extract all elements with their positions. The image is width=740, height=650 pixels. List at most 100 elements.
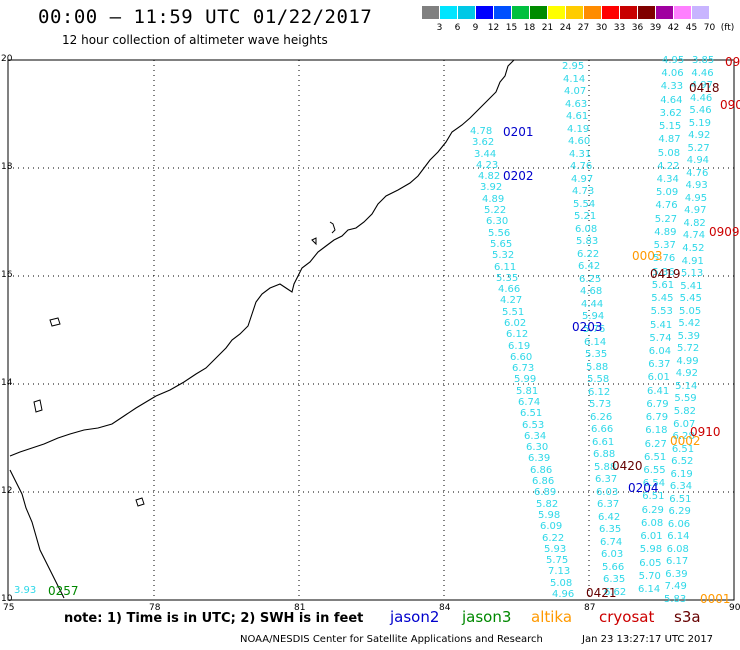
scale-label: 45 xyxy=(685,23,698,33)
track-c-value: 4.87 xyxy=(658,134,681,146)
orbit-label: 0202 xyxy=(503,169,534,183)
track-b-value: 5.99 xyxy=(514,374,537,386)
track-a-value: 4.73 xyxy=(572,186,595,198)
track-b-value: 6.86 xyxy=(532,476,555,488)
track-d-value: 7.49 xyxy=(664,581,687,593)
orbit-label: 0203 xyxy=(572,320,603,334)
legend-altika: altika xyxy=(531,608,573,626)
track-c-value: 5.76 xyxy=(653,253,676,265)
track-b-value: 6.34 xyxy=(524,430,547,442)
orbit-label: 0908 xyxy=(720,98,740,112)
track-d-value: 5.83 xyxy=(664,594,687,605)
timestamp: Jan 23 13:27:17 UTC 2017 xyxy=(582,634,714,645)
scale-swatch xyxy=(674,6,691,19)
map-title: 00:00 – 11:59 UTC 01/22/2017 xyxy=(38,6,373,28)
latitude-label: 10 xyxy=(1,594,13,604)
track-a-value: 6.66 xyxy=(591,424,614,436)
track-d-value: 5.72 xyxy=(677,343,700,355)
track-a-value: 5.21 xyxy=(574,211,597,223)
latitude-label: 18 xyxy=(1,162,13,172)
track-d-value: 6.39 xyxy=(665,568,688,580)
track-a-value: 6.74 xyxy=(600,536,623,548)
track-c-value: 3.62 xyxy=(659,107,682,119)
track-b-value: 5.75 xyxy=(546,555,569,567)
legend-jason3: jason3 xyxy=(462,608,512,626)
scale-swatch xyxy=(584,6,601,19)
scale-swatch xyxy=(566,6,583,19)
track-d-value: 6.19 xyxy=(670,468,693,480)
track-d-value: 5.05 xyxy=(678,305,702,317)
orbit-label: 0418 xyxy=(689,81,720,95)
track-c-value: 6.27 xyxy=(644,438,667,450)
scale-label: (ft) xyxy=(720,23,735,33)
track-a-value: 6.42 xyxy=(578,261,601,273)
scale-label: 18 xyxy=(523,23,536,33)
track-b-value: 6.12 xyxy=(506,329,529,341)
track-b-value: 6.51 xyxy=(520,408,543,420)
track-a-value: 2.95 xyxy=(562,61,585,72)
scale-label: 3 xyxy=(436,23,443,33)
track-a-value: 4.63 xyxy=(565,98,588,110)
track-b-value: 6.73 xyxy=(512,363,535,375)
scale-swatch xyxy=(530,6,547,19)
track-c-value: 6.79 xyxy=(645,412,669,424)
track-b-value: 6.60 xyxy=(510,351,533,363)
track-a-value: 5.73 xyxy=(589,399,612,411)
track-d-value: 4.46 xyxy=(691,67,714,79)
scale-swatch xyxy=(440,6,457,19)
track-a-value: 5.94 xyxy=(582,311,605,323)
track-b-value: 6.19 xyxy=(508,340,531,352)
island-south xyxy=(135,497,145,507)
track-c-value: 5.09 xyxy=(656,187,679,199)
track-a-value: 4.14 xyxy=(563,73,586,85)
track-a-value: 6.35 xyxy=(599,524,622,536)
orbit-label: 0001 xyxy=(700,592,731,606)
track-c-value: 4.89 xyxy=(654,226,677,238)
track-c-value: 4.33 xyxy=(660,81,684,93)
track-a-value: 6.26 xyxy=(590,411,613,423)
scale-label: 21 xyxy=(541,23,554,33)
track-c-value: 6.54 xyxy=(642,478,666,490)
track-b-value: 4.82 xyxy=(478,171,501,183)
track-c-value: 4.95 xyxy=(662,55,685,66)
track-c-value: 4.76 xyxy=(655,200,678,212)
track-d-value: 5.82 xyxy=(673,405,697,417)
track-c-value: 6.08 xyxy=(641,517,664,529)
track-a-value: 4.07 xyxy=(564,86,587,98)
orbit-label: 0204 xyxy=(628,481,659,495)
legend-cryosat: cryosat xyxy=(599,608,655,626)
track-d-value: 5.46 xyxy=(689,105,712,117)
track-b-value: 6.30 xyxy=(526,442,549,454)
track-d-value: 5.39 xyxy=(677,330,700,342)
track-c-value: 6.55 xyxy=(643,464,666,476)
track-b-value: 5.81 xyxy=(516,385,539,397)
track-c-value: 5.27 xyxy=(654,213,678,225)
track-a-value: 5.88 xyxy=(594,461,617,473)
track-c-value: 6.05 xyxy=(639,557,662,569)
track-d-value: 6.34 xyxy=(669,481,693,493)
track-b-value: 6.86 xyxy=(530,464,553,476)
track-d-value: 6.52 xyxy=(671,456,694,468)
scale-swatch xyxy=(422,6,439,19)
track-d-value: 6.08 xyxy=(666,543,689,555)
latitude-label: 20 xyxy=(1,54,13,64)
track-d-value: 4.97 xyxy=(690,80,713,92)
track-b-value: 6.11 xyxy=(494,261,517,273)
scale-label: 36 xyxy=(631,23,644,33)
track-b-value: 4.78 xyxy=(470,126,493,137)
coastline-southwest xyxy=(9,469,65,599)
scale-swatch xyxy=(620,6,637,19)
track-b-value: 4.66 xyxy=(498,284,521,296)
track-c-value: 4.06 xyxy=(661,68,684,80)
scale-label: 15 xyxy=(505,23,518,33)
track-c-value: 6.01 xyxy=(640,531,663,543)
track-d-value: 5.42 xyxy=(678,318,701,330)
track-d-value: 4.76 xyxy=(686,167,709,179)
track-a-value: 4.31 xyxy=(569,148,592,160)
orbit-label: 0420 xyxy=(612,459,643,473)
coastline xyxy=(9,59,515,457)
longitude-label: 78 xyxy=(149,603,161,613)
graticule xyxy=(8,60,734,600)
track-d-value: 5.59 xyxy=(674,393,697,405)
track-d-value: 4.52 xyxy=(682,243,705,255)
